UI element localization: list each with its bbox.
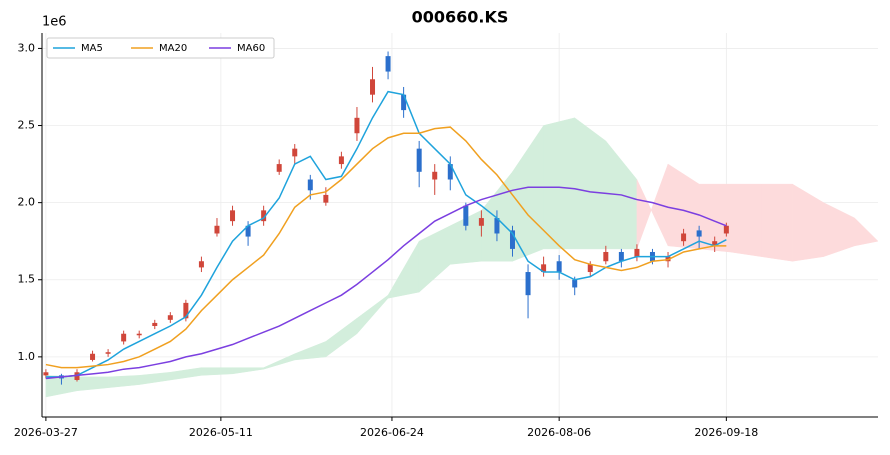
candle-body [572,279,578,288]
offset-text: 1e6 [42,15,67,30]
candle-body [105,352,111,354]
candle-body [354,117,360,134]
x-tick-label: 2026-08-06 [527,426,591,439]
candle-body [463,205,469,226]
cloud-segment [201,367,233,376]
candle-body [525,272,531,296]
candle-body [90,353,96,360]
cloud-segment [574,117,607,250]
y-tick-label: 2.0 [18,196,36,209]
candle-body [230,210,236,222]
candle-body [478,218,484,226]
candle-body [541,264,547,273]
candle-body [245,225,251,237]
legend-label: MA60 [237,43,265,54]
candle-body [261,210,267,222]
y-tick-label: 2.5 [18,119,36,132]
ma-line [45,186,727,380]
cloud-segment [761,183,793,262]
candle-body [432,171,438,180]
candle-body [634,248,640,257]
candle-body [556,261,562,273]
cloud-segment [107,375,140,388]
candle-body [447,164,453,180]
candle-body [152,322,158,327]
y-tick-label: 1.0 [18,350,36,363]
candle-body [338,156,344,165]
candle-body [587,264,593,273]
candle-body [292,148,298,157]
candle-body [696,230,702,237]
cloud-segment [543,117,575,250]
candle-body [121,333,127,342]
candle-body [416,148,422,172]
candle-body [167,315,173,320]
candle-body [494,218,500,234]
cloud-segment [138,372,171,385]
candle-body [712,241,718,246]
legend-label: MA20 [159,43,187,54]
y-tick-label: 1.5 [18,273,36,286]
ma-line [45,126,727,369]
cloud-segment [76,376,109,392]
cloud-segment [170,367,202,381]
candle-body [603,251,609,262]
legend-label: MA5 [81,43,103,54]
x-tick-label: 2026-09-18 [694,426,758,439]
x-tick-label: 2026-03-27 [14,426,78,439]
cloud-segment [854,217,879,247]
cloud-segment [294,341,327,361]
candle-body [43,372,49,376]
cloud-segment [263,353,295,370]
candle-body [307,179,313,191]
cloud-segment [729,183,762,257]
x-tick-label: 2026-06-24 [360,426,424,439]
candle-body [723,225,729,234]
candle-body [198,261,204,268]
candle-body [74,372,80,380]
x-tick-label: 2026-05-11 [189,426,253,439]
cloud-segment [356,294,389,335]
candle-body [276,164,282,172]
ma-line [45,90,727,378]
cloud-segment [792,183,824,262]
cloud-segment [325,317,358,358]
candle-body [618,251,624,262]
chart-title: 000660.KS [412,8,509,27]
candle-body [385,56,391,72]
y-tick-label: 3.0 [18,41,36,54]
candle-body [370,79,376,95]
cloud-segment [823,202,855,257]
candle-body [214,225,220,234]
cloud-segment [387,240,420,299]
candle-body [183,302,189,319]
candle-body [136,333,142,336]
legend-box [46,37,275,59]
candle-body [323,194,329,203]
legend: MA5 MA20 MA60 [46,37,275,59]
candle-body [681,233,687,242]
cloud-segment [418,225,451,293]
candle-body [509,230,515,249]
cloud-segment [232,367,264,375]
candle-body [401,94,407,111]
